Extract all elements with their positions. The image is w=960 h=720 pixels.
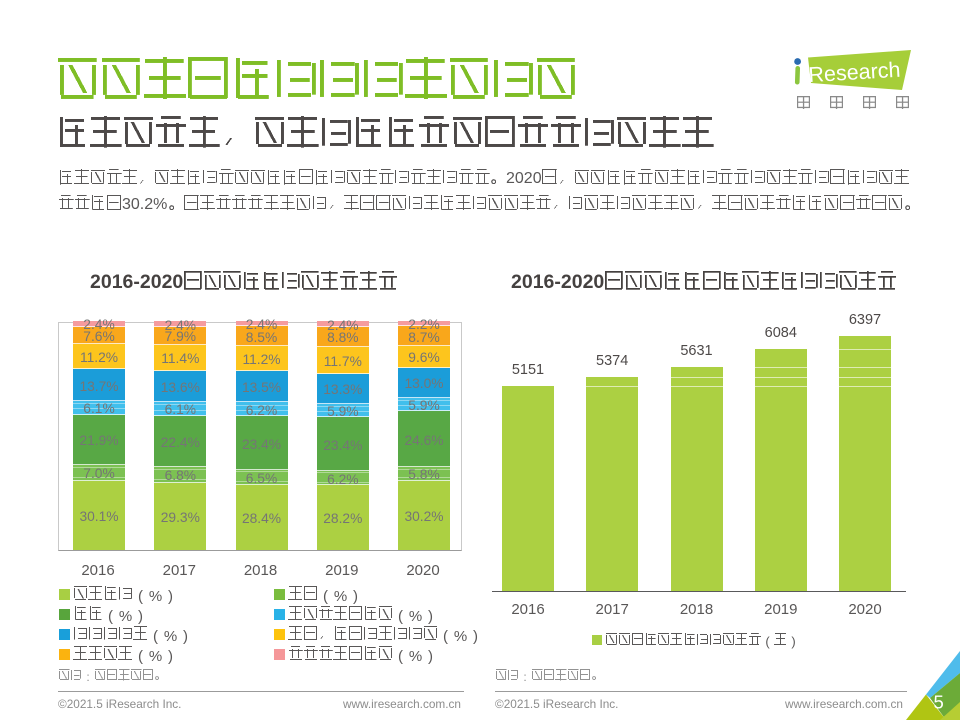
svg-text:Research: Research (808, 58, 901, 87)
svg-text:5: 5 (934, 692, 944, 713)
